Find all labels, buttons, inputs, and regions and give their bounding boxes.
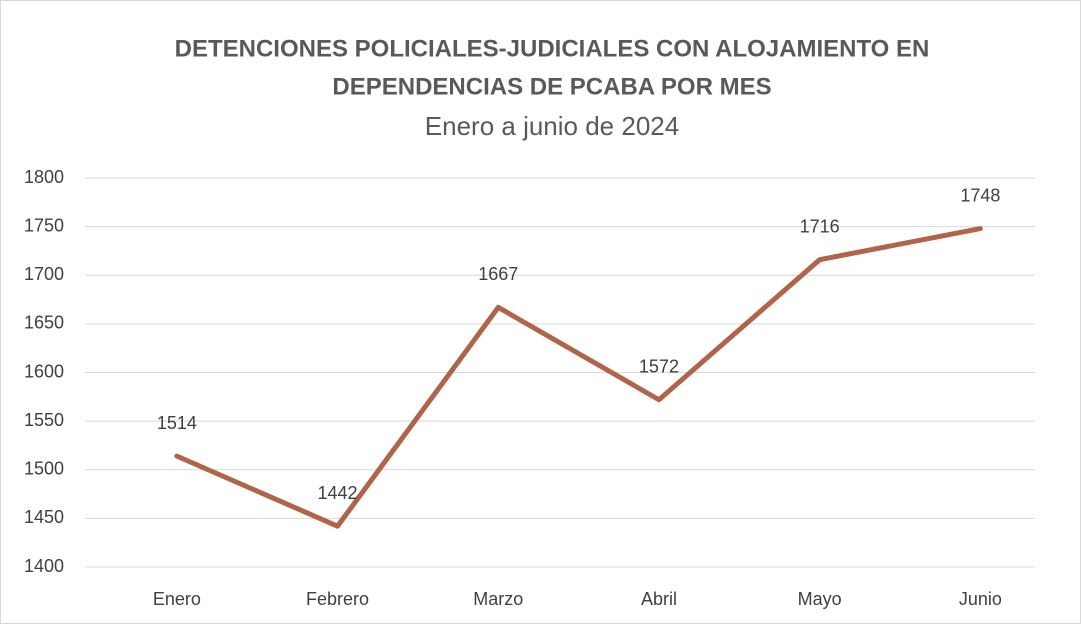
data-label: 1667	[478, 264, 518, 284]
data-label: 1442	[318, 483, 358, 503]
chart-subtitle: Enero a junio de 2024	[425, 111, 679, 141]
y-tick-label: 1600	[24, 361, 64, 381]
data-label: 1716	[800, 216, 840, 236]
data-label: 1748	[960, 185, 1000, 205]
line	[174, 226, 983, 529]
chart-title: DETENCIONES POLICIALES-JUDICIALES CON AL…	[175, 35, 930, 62]
x-tick-label: Junio	[959, 589, 1002, 609]
chart-title: DEPENDENCIAS DE PCABA POR MES	[332, 73, 771, 100]
data-label: 1572	[639, 356, 679, 376]
x-tick-label: Mayo	[798, 589, 842, 609]
x-tick-label: Marzo	[473, 589, 523, 609]
y-tick-label: 1400	[24, 556, 64, 576]
x-tick-label: Abril	[641, 589, 677, 609]
y-tick-label: 1550	[24, 410, 64, 430]
y-tick-label: 1650	[24, 313, 64, 333]
y-tick-label: 1800	[24, 167, 64, 187]
x-tick-label: Febrero	[306, 589, 369, 609]
y-tick-label: 1450	[24, 507, 64, 527]
y-tick-label: 1700	[24, 264, 64, 284]
y-tick-label: 1500	[24, 459, 64, 479]
data-label: 1514	[157, 413, 197, 433]
y-tick-label: 1750	[24, 215, 64, 235]
x-tick-label: Enero	[153, 589, 201, 609]
